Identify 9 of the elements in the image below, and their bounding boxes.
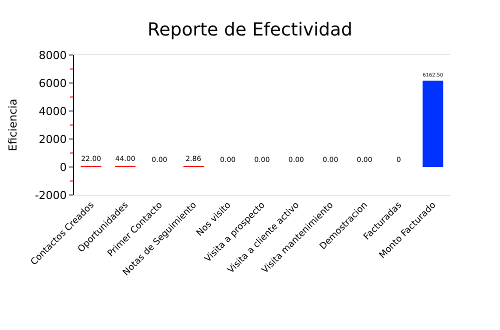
y-tick-label: 2000 <box>38 132 67 146</box>
y-axis-title: Eficiencia <box>6 98 20 152</box>
chart-title: Reporte de Efectividad <box>148 20 352 41</box>
y-tick-label: 4000 <box>38 104 67 118</box>
bar <box>422 80 444 167</box>
y-tick-label: 8000 <box>38 48 67 62</box>
y-tick-label: 6000 <box>38 76 67 90</box>
y-tick-label: -2000 <box>34 188 67 202</box>
y-tick-label: 0 <box>60 160 67 174</box>
